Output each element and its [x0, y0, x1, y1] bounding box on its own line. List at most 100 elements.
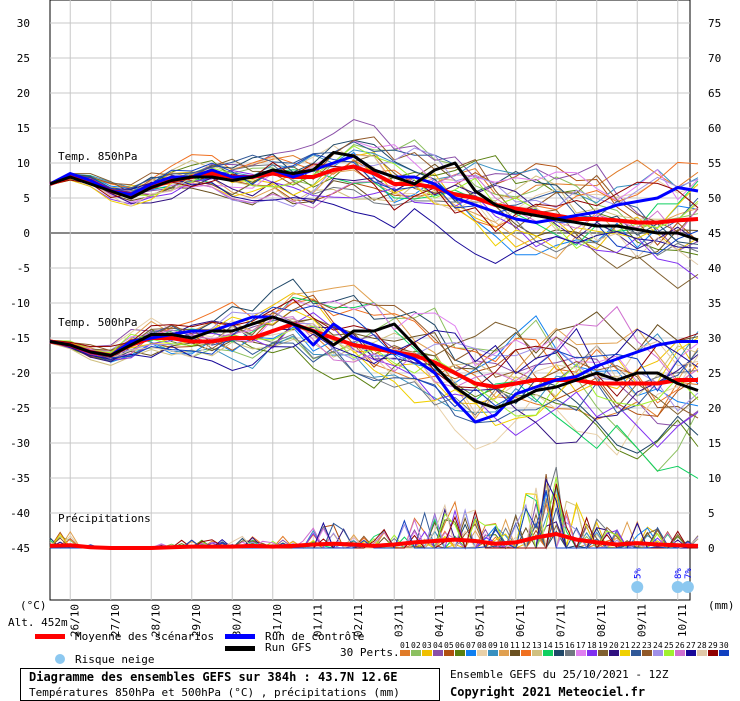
- perturbation-line-15: [49, 139, 699, 245]
- pert-swatch: [587, 650, 597, 656]
- pert-swatch: [521, 650, 531, 656]
- legend-gfs-label: Run GFS: [265, 641, 311, 654]
- pert-id: 19: [598, 641, 608, 650]
- pert-swatch: [697, 650, 707, 656]
- pert-swatch: [532, 650, 542, 656]
- pert-id: 11: [510, 641, 520, 650]
- title-box: Diagramme des ensembles GEFS sur 384h : …: [20, 668, 440, 701]
- pert-id: 07: [466, 641, 476, 650]
- perturbation-line-23: [49, 136, 699, 233]
- x-tick-label: 30/10: [230, 604, 243, 637]
- pert-swatch: [620, 650, 630, 656]
- pert-swatch: [675, 650, 685, 656]
- pert-swatch: [411, 650, 421, 656]
- legend-control-label: Run de contrôle: [265, 630, 364, 643]
- pert-swatch: [719, 650, 729, 656]
- pert-swatch: [433, 650, 443, 656]
- x-tick-label: 28/10: [149, 604, 162, 637]
- pert-swatch: [686, 650, 696, 656]
- x-tick-label: 08/11: [595, 604, 608, 637]
- left-unit: (°C): [20, 599, 47, 612]
- perturbation-line-28: [49, 154, 699, 266]
- snow-icon: [681, 581, 694, 593]
- left-tick-label: -40: [10, 507, 30, 520]
- right-tick-label: 25: [708, 367, 721, 380]
- x-tick-label: 27/10: [109, 604, 122, 637]
- pert-swatch: [422, 650, 432, 656]
- pert-id: 27: [686, 641, 696, 650]
- pert-id: 23: [642, 641, 652, 650]
- panel-label-850: Temp. 850hPa: [58, 150, 137, 163]
- snow-icon: [671, 581, 684, 593]
- pert-id: 17: [576, 641, 586, 650]
- pert-id: 05: [444, 641, 454, 650]
- x-tick-label: 31/10: [271, 604, 284, 637]
- right-tick-label: 0: [708, 542, 715, 555]
- perturbation-line-11: [49, 311, 699, 370]
- right-unit: (mm): [708, 599, 735, 612]
- right-tick-label: 15: [708, 437, 721, 450]
- left-tick-label: -35: [10, 472, 30, 485]
- right-tick-label: 5: [708, 507, 715, 520]
- series-gfs500: [49, 315, 699, 410]
- left-tick-label: -20: [10, 367, 30, 380]
- pert-swatch: [609, 650, 619, 656]
- pert-id: 29: [708, 641, 718, 650]
- snow-risk-label: 8%: [674, 568, 684, 579]
- series-gfs850: [49, 151, 699, 242]
- perturbation-line-22: [49, 141, 699, 233]
- right-tick-label: 20: [708, 402, 721, 415]
- copyright: Copyright 2021 Meteociel.fr: [450, 685, 646, 699]
- snow-risk-label: 5%: [633, 568, 643, 579]
- pert-swatch: [565, 650, 575, 656]
- perturbation-line-27: [49, 327, 699, 375]
- pert-id: 09: [488, 641, 498, 650]
- pert-id: 06: [455, 641, 465, 650]
- left-tick-label: 5: [23, 192, 30, 205]
- pert-swatch: [499, 650, 509, 656]
- x-tick-label: 05/11: [473, 604, 486, 637]
- perturbation-line-04: [49, 118, 699, 252]
- perturbation-line-18: [49, 312, 699, 448]
- legend-snow-icon: [55, 654, 65, 664]
- pert-id: 28: [697, 641, 707, 650]
- chart-title: Diagramme des ensembles GEFS sur 384h : …: [29, 670, 398, 684]
- right-tick-label: 10: [708, 472, 721, 485]
- pert-id: 12: [521, 641, 531, 650]
- right-tick-label: 60: [708, 122, 721, 135]
- pert-id: 24: [653, 641, 663, 650]
- pert-id: 16: [565, 641, 575, 650]
- right-tick-label: 50: [708, 192, 721, 205]
- pert-id: 18: [587, 641, 597, 650]
- x-tick-label: 10/11: [676, 604, 689, 637]
- pert-swatch: [477, 650, 487, 656]
- pert-id: 22: [631, 641, 641, 650]
- chart-subtitle: Températures 850hPa et 500hPa (°C) , pré…: [29, 686, 400, 699]
- left-tick-label: -25: [10, 402, 30, 415]
- legend-mean-label: Moyenne des scénarios: [75, 630, 214, 643]
- perturbation-line-30: [49, 305, 699, 408]
- left-tick-label: 10: [17, 157, 30, 170]
- x-tick-label: 09/11: [635, 604, 648, 637]
- pert-id: 13: [532, 641, 542, 650]
- legend-control-swatch: [225, 634, 255, 639]
- pert-swatch: [708, 650, 718, 656]
- pert-id: 14: [543, 641, 553, 650]
- pert-swatch: [444, 650, 454, 656]
- pert-id: 21: [620, 641, 630, 650]
- right-tick-label: 70: [708, 52, 721, 65]
- left-tick-label: 20: [17, 87, 30, 100]
- pert-id: 30: [719, 641, 729, 650]
- panel-label-500: Temp. 500hPa: [58, 316, 137, 329]
- legend-gfs-swatch: [225, 646, 255, 651]
- pert-swatch: [455, 650, 465, 656]
- right-tick-label: 75: [708, 17, 721, 30]
- pert-id: 15: [554, 641, 564, 650]
- right-tick-label: 40: [708, 262, 721, 275]
- perturbation-line-22: [49, 324, 699, 424]
- pert-swatch: [664, 650, 674, 656]
- series-ctl500: [49, 315, 698, 424]
- x-tick-label: 02/11: [352, 604, 365, 637]
- pert-swatch: [543, 650, 553, 656]
- altitude-label: Alt. 452m: [8, 616, 68, 629]
